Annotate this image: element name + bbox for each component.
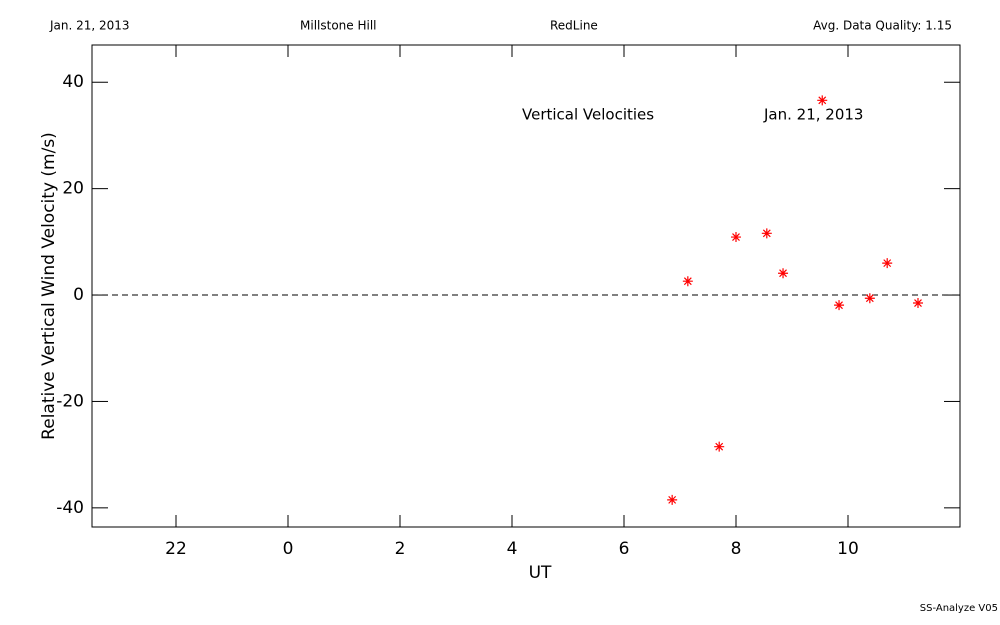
point bbox=[864, 293, 875, 304]
x-tick-label: 6 bbox=[619, 539, 630, 559]
x-tick-label: 2 bbox=[395, 539, 406, 559]
header-date: Jan. 21, 2013 bbox=[49, 19, 130, 33]
point bbox=[778, 268, 789, 279]
x-tick-label: 8 bbox=[731, 539, 742, 559]
point bbox=[761, 228, 772, 239]
x-axis-label: UT bbox=[529, 563, 552, 583]
y-tick-label: -40 bbox=[56, 498, 84, 518]
point bbox=[731, 232, 741, 243]
header-quality: Avg. Data Quality: 1.15 bbox=[813, 19, 952, 33]
y-axis-label: Relative Vertical Wind Velocity (m/s) bbox=[39, 132, 59, 440]
x-tick-label: 22 bbox=[165, 539, 187, 559]
x-tick-label: 4 bbox=[507, 539, 518, 559]
point bbox=[834, 300, 845, 311]
point bbox=[682, 276, 693, 287]
y-tick-label: -20 bbox=[56, 391, 84, 411]
y-tick-label: 40 bbox=[62, 72, 84, 92]
point bbox=[714, 441, 725, 452]
point bbox=[667, 494, 678, 505]
annotation: Vertical Velocities bbox=[522, 106, 654, 124]
plot-frame bbox=[91, 44, 961, 528]
point bbox=[913, 298, 923, 309]
y-tick-label: 20 bbox=[62, 179, 84, 199]
x-tick-label: 10 bbox=[837, 539, 859, 559]
annotation: Jan. 21, 2013 bbox=[763, 106, 863, 124]
point bbox=[882, 258, 893, 269]
header-site: Millstone Hill bbox=[300, 19, 376, 33]
footer: SS-Analyze V05 bbox=[920, 603, 998, 614]
header-line: RedLine bbox=[550, 19, 598, 33]
point bbox=[817, 95, 828, 106]
y-tick-label: 0 bbox=[73, 285, 84, 305]
x-tick-label: 0 bbox=[283, 539, 294, 559]
